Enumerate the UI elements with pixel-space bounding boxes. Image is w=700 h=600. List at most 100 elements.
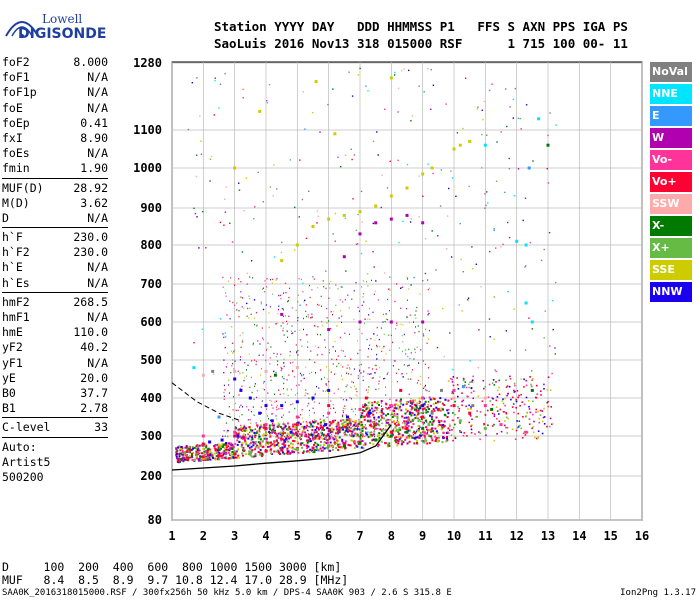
echo-dot	[481, 109, 483, 111]
echo-dot	[344, 355, 346, 357]
echo-dot	[505, 379, 507, 381]
echo-dot	[374, 364, 376, 367]
echo-dot	[401, 415, 404, 418]
echo-dot	[348, 333, 350, 335]
echo-dot	[422, 333, 424, 335]
echo-dot	[274, 401, 276, 403]
echo-dot	[456, 132, 459, 134]
echo-dot	[413, 321, 414, 323]
echo-dot	[280, 436, 283, 439]
echo-dot	[307, 445, 310, 448]
echo-dot	[328, 297, 330, 299]
echo-dot	[309, 372, 311, 375]
echo-dot	[431, 422, 434, 425]
echo-dot	[362, 379, 364, 382]
echo-dot	[337, 443, 339, 446]
data-point-w	[280, 312, 284, 316]
echo-dot	[265, 304, 267, 306]
echo-dot	[365, 408, 368, 411]
echo-dot	[498, 386, 500, 389]
echo-dot	[524, 349, 527, 351]
echo-dot	[486, 191, 488, 193]
echo-dot	[379, 428, 382, 431]
echo-dot	[542, 420, 544, 423]
echo-dot	[328, 432, 330, 434]
separator	[2, 291, 108, 293]
echo-dot	[302, 291, 304, 293]
echo-dot	[410, 352, 412, 354]
echo-dot	[424, 363, 426, 365]
echo-dot	[371, 431, 373, 433]
data-point-w	[342, 255, 346, 259]
echo-dot	[301, 417, 303, 419]
echo-dot	[316, 448, 319, 451]
echo-dot	[323, 444, 326, 446]
echo-dot	[353, 427, 356, 430]
echo-dot	[532, 377, 534, 380]
echo-dot	[549, 345, 551, 347]
echo-dot	[273, 441, 276, 443]
echo-dot	[244, 453, 247, 456]
echo-dot	[283, 377, 285, 380]
echo-dot	[209, 454, 211, 456]
echo-dot	[317, 427, 320, 430]
param-row: fmin 1.90	[2, 161, 108, 176]
echo-dot	[212, 457, 215, 460]
param-row: h`F 230.0	[2, 230, 108, 245]
data-point-sse	[405, 186, 409, 190]
echo-dot	[288, 446, 291, 448]
echo-dot	[507, 221, 509, 224]
series-marks	[176, 76, 550, 463]
echo-dot	[305, 421, 307, 423]
echo-dot	[447, 399, 450, 402]
data-point-sse	[389, 76, 393, 80]
echo-dot	[496, 417, 498, 420]
echo-dot	[398, 433, 399, 435]
echo-dot	[231, 453, 234, 456]
echo-dot	[318, 402, 320, 404]
echo-dot	[250, 439, 253, 442]
echo-dot	[356, 433, 359, 436]
echo-dot	[222, 276, 224, 279]
echo-dot	[295, 309, 297, 312]
data-point-sse	[458, 143, 462, 147]
echo-dot	[376, 345, 378, 348]
echo-dot	[398, 368, 400, 371]
echo-dot	[342, 350, 344, 352]
echo-dot	[407, 425, 410, 427]
echo-dot	[316, 437, 319, 440]
y-tick-label: 400	[140, 391, 162, 405]
echo-dot	[306, 315, 308, 318]
echo-dot	[282, 438, 284, 441]
echo-dot	[286, 434, 288, 437]
echo-dot	[449, 425, 451, 427]
echo-dot	[426, 428, 427, 431]
echo-dot	[451, 419, 454, 422]
echo-dot	[209, 158, 212, 160]
echo-dot	[324, 434, 326, 437]
echo-dot	[247, 444, 250, 447]
data-point-vo	[186, 457, 190, 461]
echo-dot	[359, 437, 362, 440]
param-row: fxI 8.90	[2, 131, 108, 146]
echo-dot	[383, 417, 386, 420]
param-group-profile: hmF2 268.5 hmF1 N/A hmE 110.0 yF2 40.2 yF1 N/A yE 2…	[2, 295, 108, 417]
echo-dot	[308, 425, 310, 428]
echo-dot	[554, 347, 556, 349]
echo-dot	[423, 431, 426, 434]
echo-dot	[481, 133, 483, 136]
y-tick-label: 80	[148, 513, 162, 527]
echo-dot	[318, 434, 320, 437]
echo-dot	[424, 416, 426, 418]
echo-dot	[498, 413, 500, 415]
echo-dot	[294, 249, 296, 251]
echo-dot	[196, 216, 198, 218]
param-row: yF1 N/A	[2, 356, 108, 371]
echo-dot	[272, 413, 274, 415]
echo-dot	[283, 387, 284, 390]
echo-dot	[283, 365, 285, 368]
echo-dot	[366, 433, 369, 436]
echo-dot	[350, 148, 352, 150]
param-group-confidence: C-level 33	[2, 420, 108, 435]
echo-dot	[298, 216, 300, 218]
